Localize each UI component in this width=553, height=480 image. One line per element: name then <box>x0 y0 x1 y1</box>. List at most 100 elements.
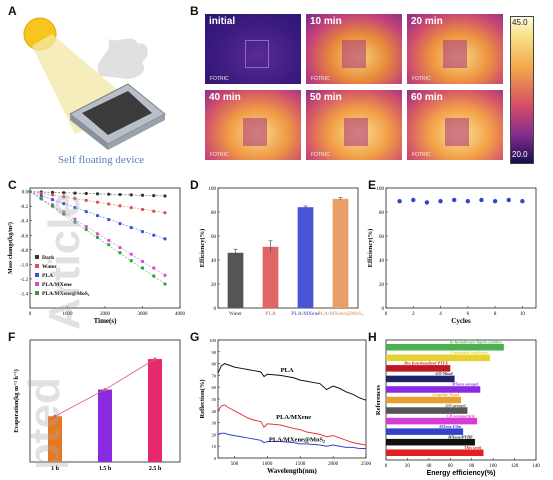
panel-letter-c: C <box>8 178 17 192</box>
y-tick-label: 20 <box>211 283 217 288</box>
legend-marker <box>35 264 39 268</box>
x-tick-label: 120 <box>511 464 519 469</box>
y-tick-label: -0.8 <box>20 249 28 254</box>
series-label: PLA/MXene <box>276 414 311 421</box>
bar-label: MXene aerogel <box>451 382 479 387</box>
series-line <box>217 432 366 450</box>
bar <box>386 365 451 372</box>
trend-point <box>153 357 157 361</box>
panel-letter-d: D <box>190 178 199 192</box>
x-tick-label: 500 <box>231 462 239 467</box>
data-point <box>140 259 145 264</box>
category-label: 2.5 h <box>149 466 162 472</box>
category-label: Water <box>229 311 242 317</box>
y-tick-label: 70 <box>212 373 217 378</box>
y-tick-label: -1.2 <box>20 278 28 283</box>
device-caption: Self floating device <box>58 154 145 166</box>
y-axis-title: Efficiency(%) <box>199 229 206 268</box>
legend-marker <box>35 282 39 286</box>
y-tick-label: 100 <box>209 338 217 343</box>
device-base <box>70 114 108 150</box>
bar-label: MXene Film <box>438 424 462 429</box>
y-tick-label: 0 <box>382 307 385 312</box>
data-point <box>107 218 111 222</box>
bar <box>262 246 279 308</box>
y-tick-label: 100 <box>377 187 385 192</box>
thermal-frame-20min: 20 min FOTRIC <box>407 14 503 84</box>
category-label: 1.5 h <box>99 466 112 472</box>
x-tick-label: 4 <box>439 312 442 317</box>
x-axis-title: Wavelength(nm) <box>267 467 317 475</box>
frame-label: initial <box>209 16 236 27</box>
data-point <box>50 193 55 197</box>
data-point <box>140 266 145 270</box>
x-tick-label: 100 <box>489 464 497 469</box>
bar <box>98 389 112 462</box>
y-tick-label: 20 <box>212 432 217 437</box>
legend-label: PLA/MXene@MoS₂ <box>42 291 90 297</box>
data-point <box>451 197 457 203</box>
legend-marker <box>35 291 39 295</box>
bar <box>297 207 314 308</box>
y-axis-title: Efficiency(%) <box>367 229 374 268</box>
x-tick-label: 2000 <box>100 312 111 317</box>
data-point <box>84 210 88 214</box>
category-label: PLA <box>265 311 275 317</box>
bar <box>48 416 62 462</box>
data-point <box>62 212 66 216</box>
x-axis-title: Energy efficiency(%) <box>427 470 496 477</box>
bar <box>386 344 504 351</box>
x-tick-label: 2500 <box>361 462 372 467</box>
y-tick-label: 40 <box>379 259 385 264</box>
data-point <box>465 199 471 204</box>
y-tick-label: -0.4 <box>20 220 28 225</box>
data-point <box>73 196 77 201</box>
y-tick-label: 80 <box>211 211 217 216</box>
bar <box>386 438 475 446</box>
x-tick-label: 1000 <box>262 462 273 467</box>
data-point <box>163 211 167 215</box>
y-tick-label: 60 <box>211 235 217 240</box>
bar-label: Dye functionalized PTFE <box>403 361 448 366</box>
x-axis-title: Time(s) <box>94 317 117 325</box>
data-point <box>129 259 133 263</box>
bar-label: GO aerogel <box>446 403 467 408</box>
data-point <box>50 204 55 208</box>
data-point <box>163 237 167 241</box>
data-point <box>152 266 156 270</box>
y-tick-label: -1.4 <box>20 292 28 297</box>
data-point <box>152 209 156 213</box>
bar <box>386 449 484 456</box>
y-tick-label: 0.0 <box>22 191 29 196</box>
colorbar-min: 20.0 <box>512 150 528 159</box>
data-point <box>62 195 66 199</box>
category-label: PLA/MXene <box>291 311 320 317</box>
x-tick-label: 3000 <box>138 312 149 317</box>
data-point <box>492 199 498 204</box>
data-point <box>118 222 122 226</box>
thermal-frame-40min: 40 min FOTRIC <box>205 90 301 160</box>
data-point <box>107 202 111 206</box>
x-tick-label: 80 <box>469 464 475 469</box>
data-point <box>107 192 111 196</box>
x-tick-label: 40 <box>426 464 432 469</box>
data-point <box>118 246 122 250</box>
data-point <box>107 243 111 247</box>
data-point <box>107 238 111 242</box>
data-point <box>73 206 77 210</box>
device-illustration <box>23 17 166 150</box>
data-point <box>152 194 156 198</box>
temperature-colorbar <box>510 16 534 164</box>
data-point <box>95 214 100 218</box>
bar-label: This work <box>464 445 482 450</box>
data-point <box>129 206 133 210</box>
x-tick-label: 6 <box>467 312 470 317</box>
data-point <box>411 197 416 203</box>
bar <box>386 386 481 393</box>
data-point <box>95 235 100 240</box>
bar-label: (n-hexadecane-lignin-)carbon <box>450 340 503 345</box>
bar-label: MXene/PVDF <box>447 434 473 439</box>
bar <box>386 354 490 362</box>
x-axis-title: Cycles <box>451 317 471 325</box>
data-point <box>163 273 167 277</box>
